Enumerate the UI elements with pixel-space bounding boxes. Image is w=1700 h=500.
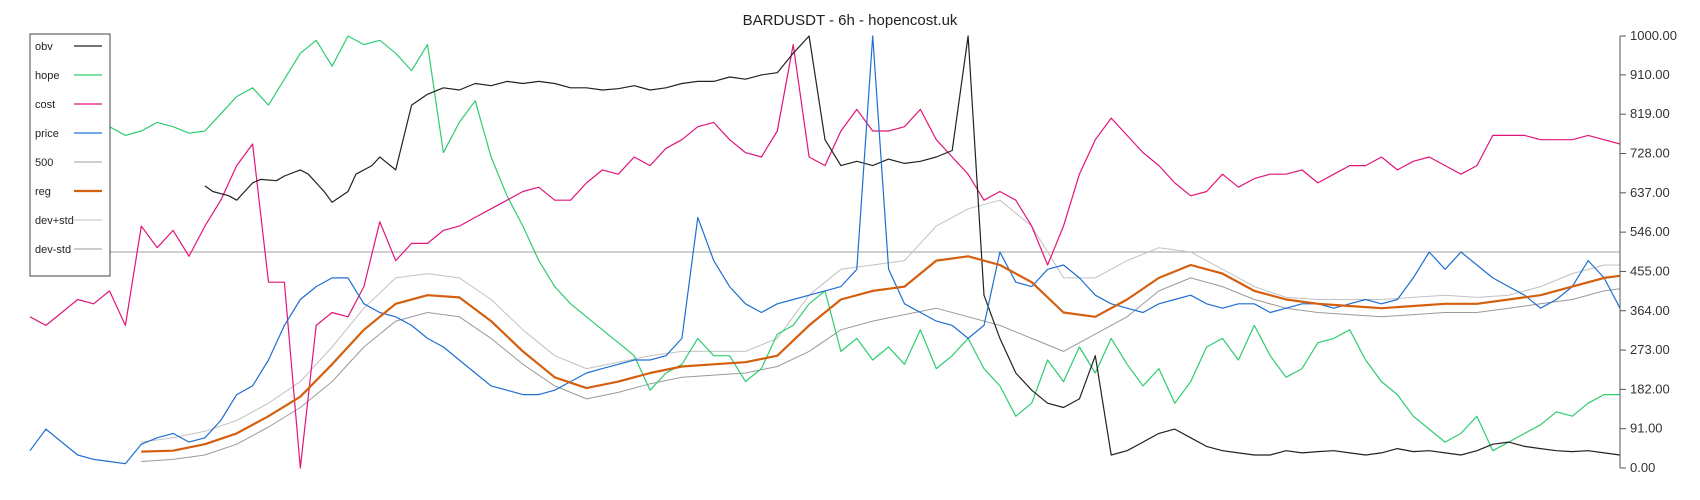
legend-label: dev-std (35, 244, 71, 256)
y-tick-label: 182.00 (1630, 381, 1670, 396)
legend-label: price (35, 128, 59, 140)
series-reg-line (141, 255, 1621, 453)
legend-label: 500 (35, 157, 53, 169)
legend-box (29, 33, 111, 277)
legend-label: obv (35, 41, 53, 53)
y-tick-label: 273.00 (1630, 342, 1670, 357)
y-tick-label: 0.00 (1630, 460, 1655, 475)
y-tick-label: 455.00 (1630, 263, 1670, 278)
series-dev-std-line (141, 199, 1620, 443)
legend-label: hope (35, 70, 59, 82)
plot-area (29, 35, 1621, 469)
legend-label: cost (35, 99, 55, 111)
series-obv-line (204, 35, 1621, 456)
y-tick-label: 728.00 (1630, 146, 1670, 161)
legend: obv hope cost price 500 reg dev+std dev-std (29, 33, 111, 277)
y-tick-label: 637.00 (1630, 185, 1670, 200)
series-dev-std-line (141, 277, 1621, 462)
series-hope-line (29, 35, 1620, 452)
series-cost-line (29, 43, 1621, 469)
y-tick-label: 364.00 (1630, 303, 1670, 318)
y-axis: 1000.00 910.00 819.00 728.00 637.00 546.00 455… (1619, 28, 1677, 475)
y-tick-label: 910.00 (1630, 67, 1670, 82)
y-tick-label: 91.00 (1630, 421, 1663, 436)
series-price-line (29, 35, 1621, 465)
y-tick-label: 819.00 (1630, 106, 1670, 121)
legend-label: reg (35, 186, 51, 198)
y-tick-label: 1000.00 (1630, 28, 1677, 43)
y-tick-label: 546.00 (1630, 224, 1670, 239)
legend-label: dev+std (35, 215, 74, 227)
chart-title: BARDUSDT - 6h - hopencost.uk (743, 12, 958, 29)
